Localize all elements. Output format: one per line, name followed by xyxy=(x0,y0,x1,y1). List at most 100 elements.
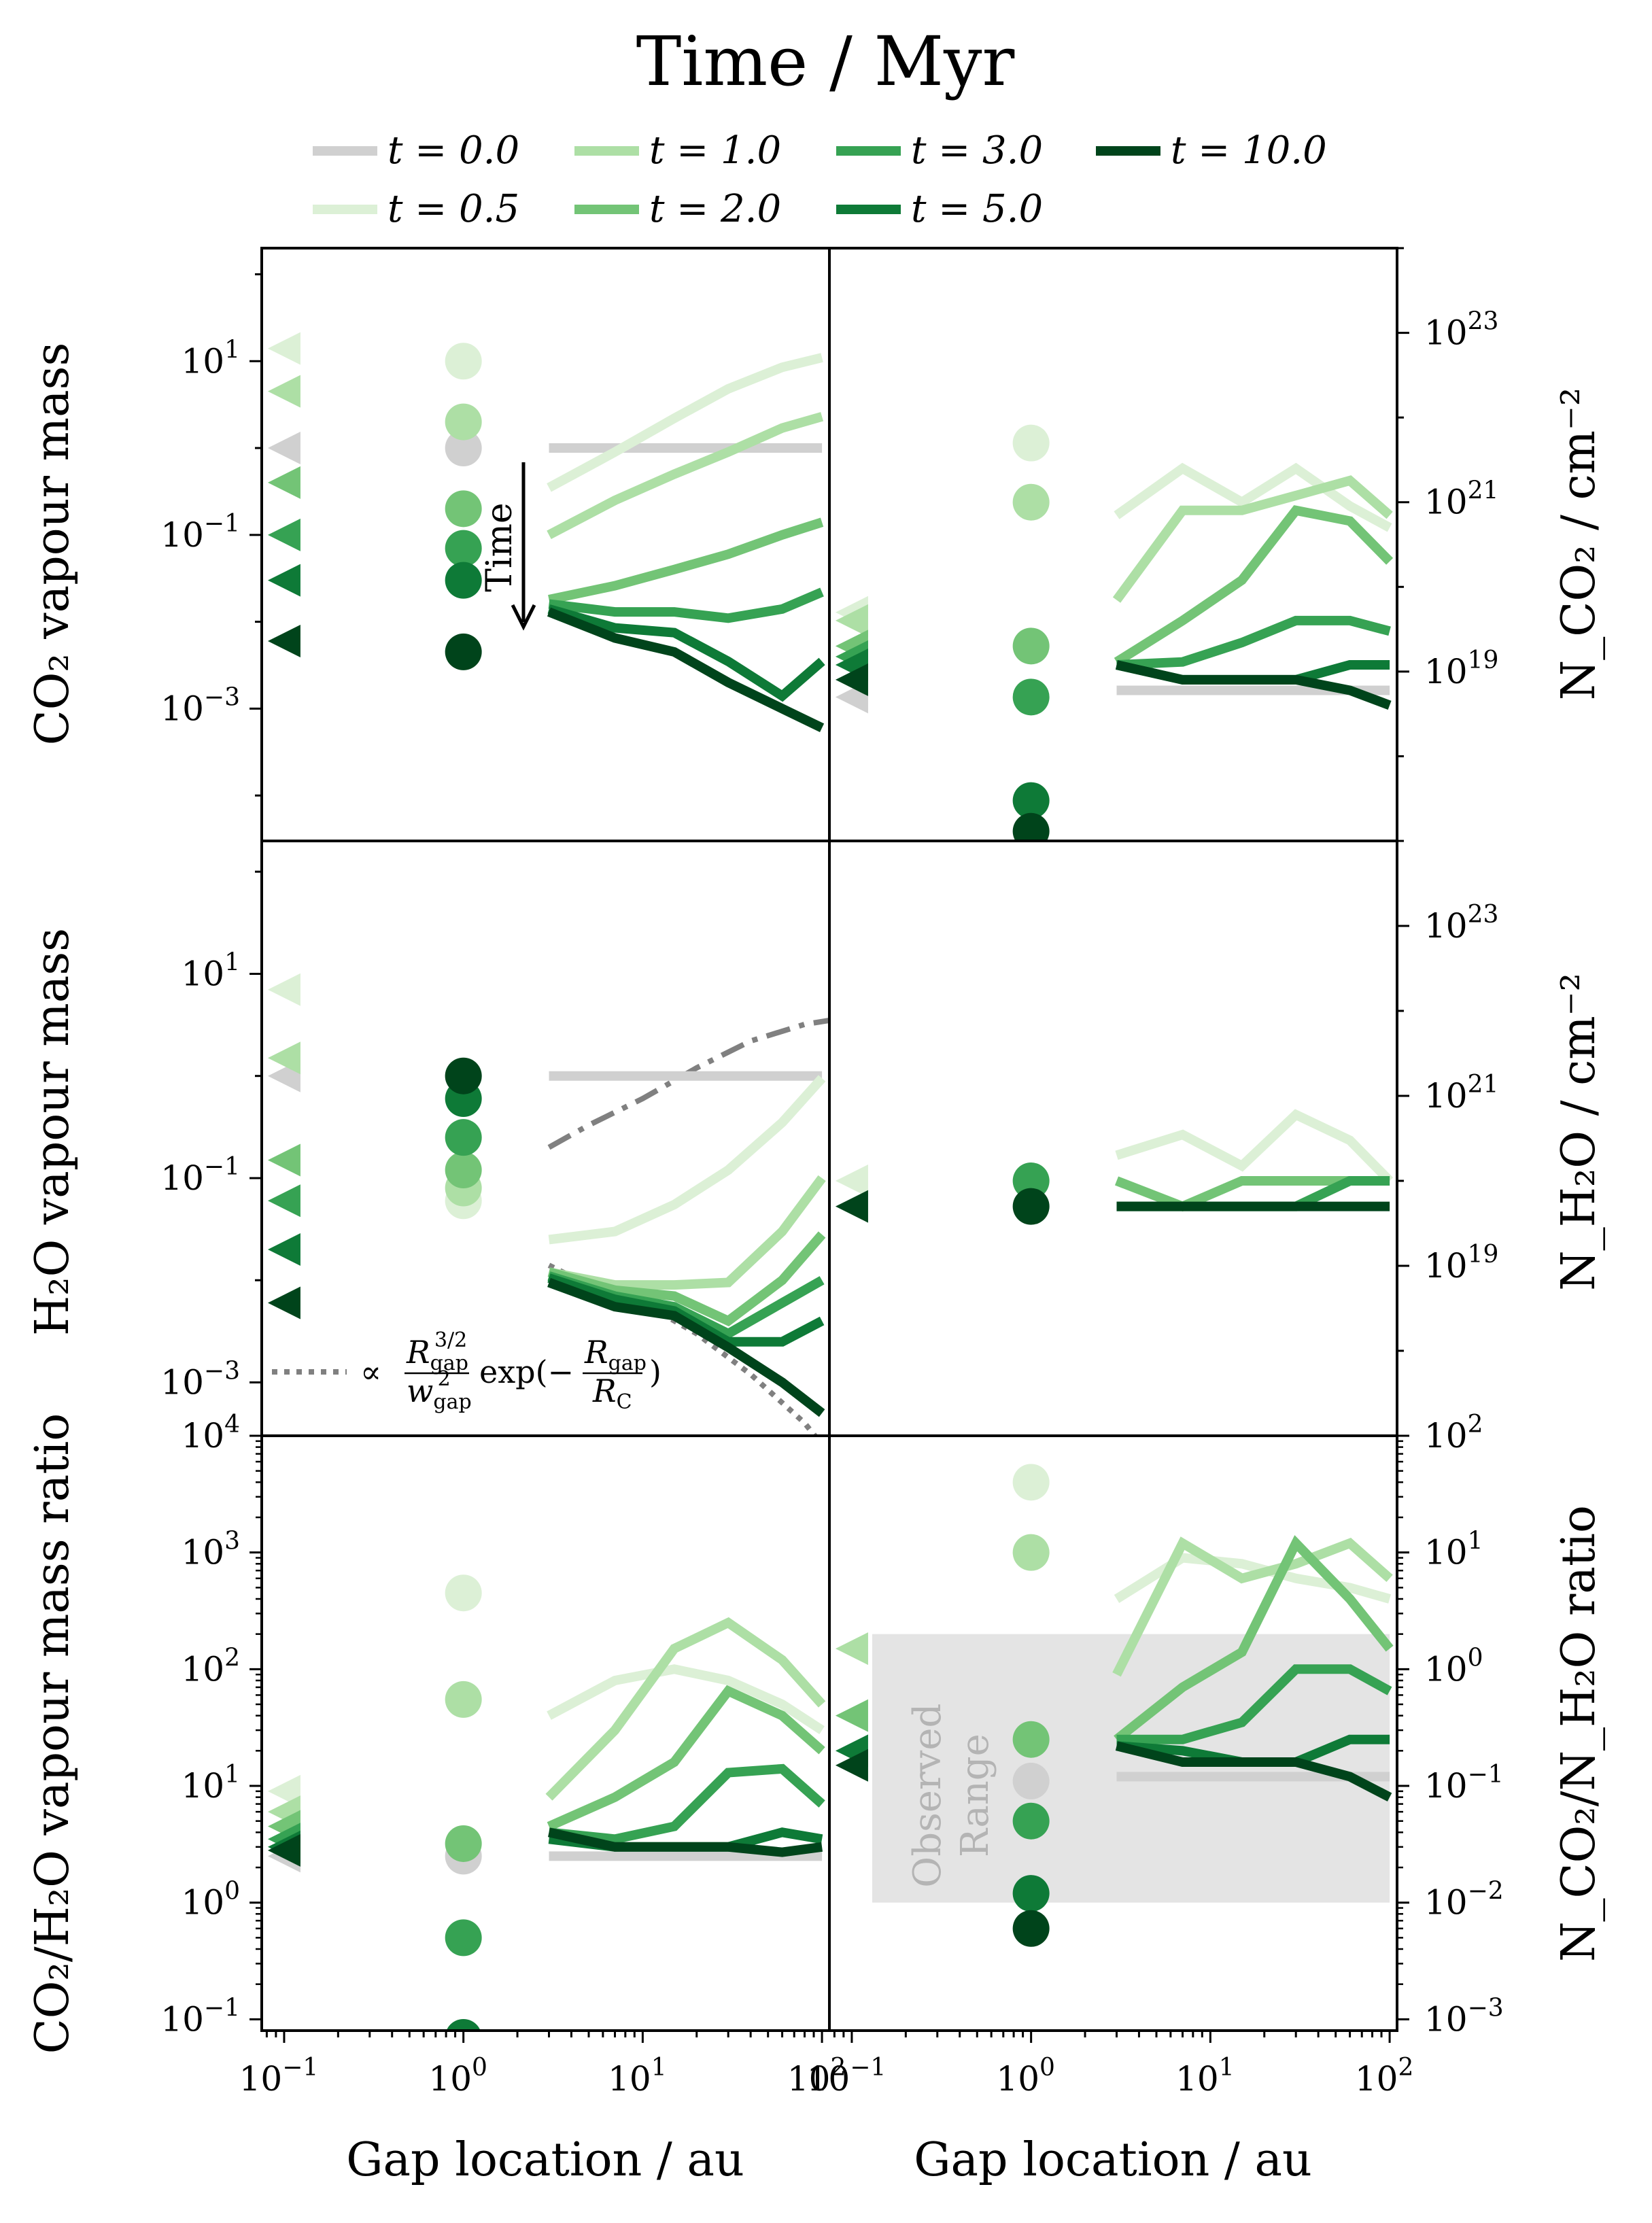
y-axis-label-row3: CO₂/H₂O vapour mass ratio xyxy=(26,1413,80,2054)
y-tick-label: 1019 xyxy=(1424,647,1498,691)
triangle-marker-t3.0 xyxy=(267,1184,300,1218)
panel-frame xyxy=(828,247,1398,842)
tick-mantissa: 10 xyxy=(1424,652,1468,691)
y-tick-label: 1021 xyxy=(1424,477,1498,522)
y-tick-label: 104 xyxy=(181,1411,240,1455)
dot-marker-t2.0 xyxy=(1012,1721,1050,1758)
fit-exp: exp(− xyxy=(479,1354,574,1390)
tick-mantissa: 10 xyxy=(428,2059,472,2099)
dot-marker-t3.0 xyxy=(1012,678,1050,716)
triangle-marker-t10.0 xyxy=(835,1190,868,1223)
triangle-marker-t5.0 xyxy=(267,1233,300,1266)
tick-exponent: 23 xyxy=(1468,901,1499,929)
tick-exponent: −1 xyxy=(850,2054,886,2082)
triangle-marker-t10.0 xyxy=(267,1833,300,1867)
dot-marker-t1.0 xyxy=(445,403,482,441)
triangle-marker-t10.0 xyxy=(267,624,300,657)
tick-mantissa: 10 xyxy=(807,2059,850,2099)
tick-mantissa: 10 xyxy=(160,515,204,555)
chart-title: Time / Myr xyxy=(636,22,1015,101)
y-tick-label: 102 xyxy=(1424,1411,1483,1455)
tick-exponent: 2 xyxy=(1398,2054,1413,2082)
tick-mantissa: 10 xyxy=(181,1649,224,1689)
series-line-t5.0 xyxy=(547,604,825,702)
x-tick-label: 102 xyxy=(787,2054,846,2099)
panel-marks: Observed Range xyxy=(835,1464,1394,1947)
fit-frac2-num: Rgap xyxy=(584,1334,647,1375)
y-tick-label: 10−1 xyxy=(160,1153,240,1198)
tick-exponent: 2 xyxy=(830,2054,846,2082)
dot-marker-t0.5 xyxy=(1012,1464,1050,1501)
tick-mantissa: 10 xyxy=(1424,1649,1468,1689)
dot-marker-t2.0 xyxy=(445,1152,482,1189)
panel-frame xyxy=(828,1434,1398,2032)
series-line-t1.0 xyxy=(1112,1536,1393,1677)
dot-marker-t1.0 xyxy=(445,1681,482,1718)
tick-mantissa: 10 xyxy=(1355,2059,1398,2099)
y-tick-label: 1019 xyxy=(1424,1241,1498,1286)
tick-exponent: 1 xyxy=(1468,1528,1483,1555)
series-line-t0.5 xyxy=(547,353,823,492)
right-y-axis-label-row3: N_CO₂/N_H₂O ratio xyxy=(1552,1505,1606,1962)
tick-mantissa: 10 xyxy=(1424,1766,1468,1806)
y-tick-label: 101 xyxy=(181,1761,240,1806)
x-tick-label: 101 xyxy=(1175,2054,1235,2099)
dot-marker-t10.0 xyxy=(1012,1188,1050,1225)
fit-sub: C xyxy=(617,1390,632,1414)
dot-marker-t0.5 xyxy=(1012,424,1050,462)
tick-exponent: 3 xyxy=(224,1528,240,1555)
dot-marker-t5.0 xyxy=(1012,782,1050,819)
series-line-t10.0 xyxy=(547,1827,823,1857)
panel-marks xyxy=(835,424,1394,841)
tick-exponent: −3 xyxy=(204,683,240,711)
y-tick-label: 101 xyxy=(1424,1528,1483,1572)
y-tick-label: 10−3 xyxy=(160,1357,240,1402)
panel-frame xyxy=(260,840,831,1437)
tick-mantissa: 10 xyxy=(1424,906,1468,946)
y-tick-label: 101 xyxy=(181,948,240,993)
tick-mantissa: 10 xyxy=(1424,1246,1468,1286)
tick-mantissa: 10 xyxy=(160,1362,204,1402)
tick-mantissa: 10 xyxy=(996,2059,1039,2099)
triangle-marker-t1.0 xyxy=(267,375,300,408)
fit-sub: gap xyxy=(608,1351,647,1375)
y-tick-label: 103 xyxy=(181,1528,240,1572)
tick-exponent: 0 xyxy=(472,2054,487,2082)
series-line-t2.0 xyxy=(1114,505,1394,666)
x-tick-label: 100 xyxy=(428,2054,487,2099)
triangle-marker-t0.5 xyxy=(835,1165,868,1197)
dot-marker-t1.0 xyxy=(1012,483,1050,521)
dot-marker-t2.0 xyxy=(1012,627,1050,665)
dot-marker-t2.0 xyxy=(445,1825,482,1862)
series-line-t10.0 xyxy=(1115,1741,1392,1802)
tick-exponent: −1 xyxy=(282,2054,318,2082)
triangle-marker-t10.0 xyxy=(835,1748,868,1782)
tick-mantissa: 10 xyxy=(608,2059,651,2099)
series-line-t1.0 xyxy=(547,412,824,540)
dot-marker-t1.0 xyxy=(1012,1534,1050,1571)
tick-exponent: 4 xyxy=(224,1411,240,1438)
tick-mantissa: 10 xyxy=(1424,1999,1468,2039)
tick-exponent: −1 xyxy=(204,1153,240,1181)
panel-marks xyxy=(267,1574,826,2031)
right-y-axis-label-row2: N_H₂O / cm⁻² xyxy=(1552,973,1606,1291)
fit-sup: 3/2 xyxy=(434,1328,467,1352)
fit-prefix: ∝ xyxy=(360,1354,381,1390)
fit-frac2-den: RC xyxy=(592,1373,632,1414)
y-tick-label: 10−2 xyxy=(1424,1878,1504,1923)
triangle-marker-t0.5 xyxy=(267,332,300,365)
tick-exponent: 1 xyxy=(224,948,240,976)
tick-exponent: 21 xyxy=(1468,1071,1499,1099)
y-tick-label: 10−3 xyxy=(1424,1994,1504,2039)
tick-exponent: 0 xyxy=(1039,2054,1055,2082)
y-axis-label-row1: CO₂ vapour mass xyxy=(26,343,80,746)
dot-marker-t3.0 xyxy=(1012,1802,1050,1840)
y-tick-label: 10−3 xyxy=(160,683,240,728)
panel-marks xyxy=(835,1109,1394,1225)
tick-exponent: 1 xyxy=(651,2054,667,2082)
dot-marker-t3.0 xyxy=(445,1119,482,1156)
